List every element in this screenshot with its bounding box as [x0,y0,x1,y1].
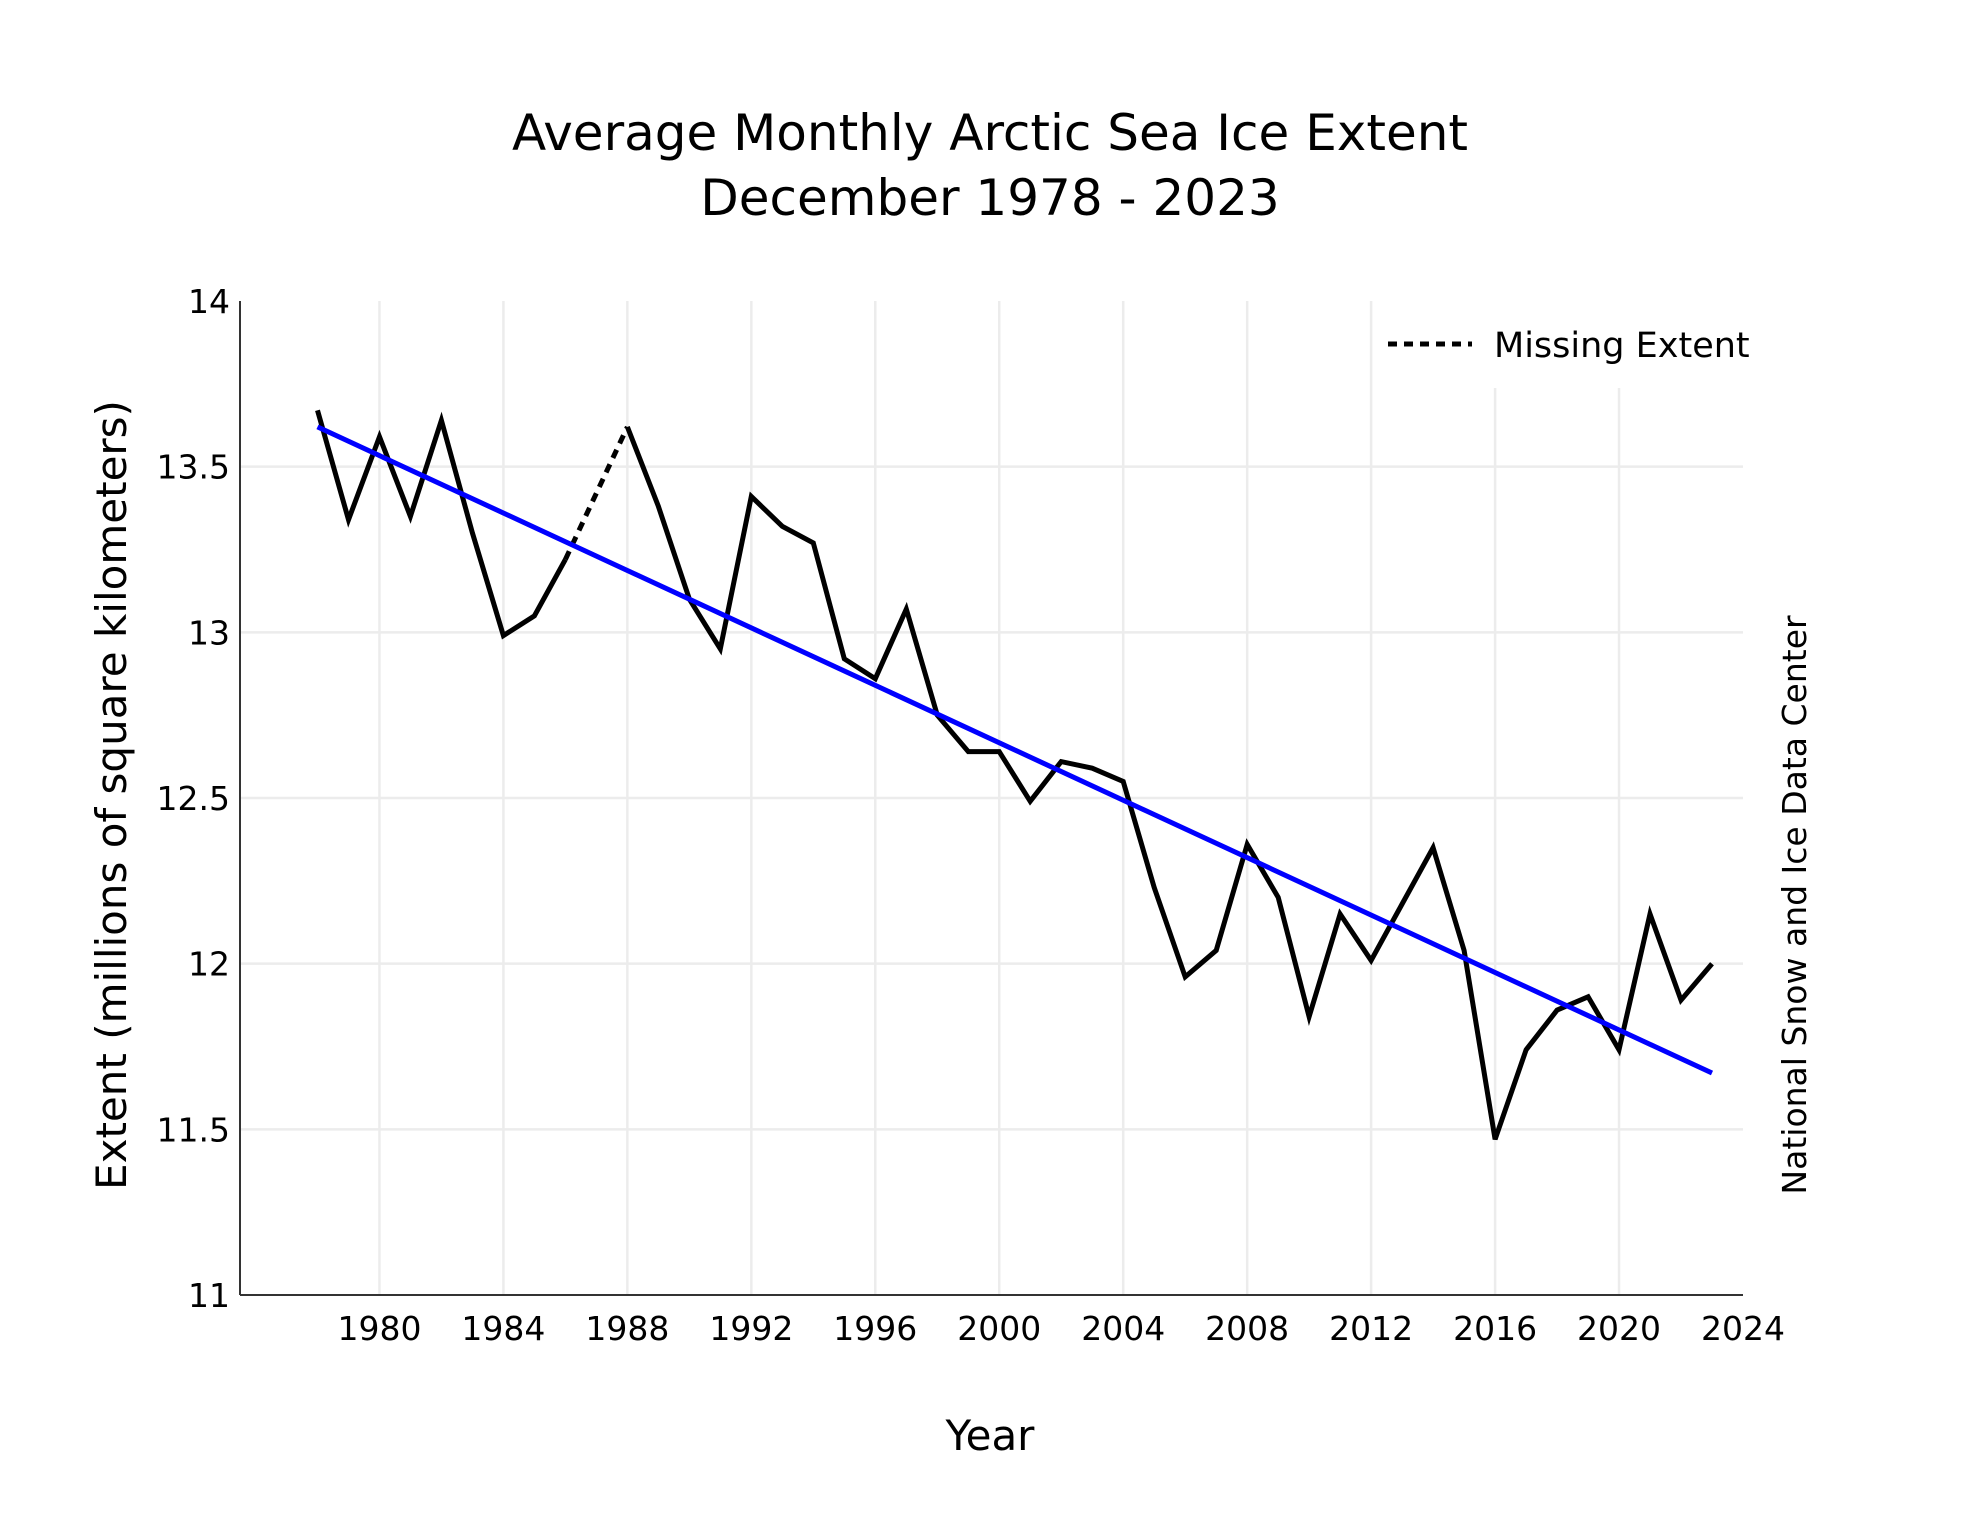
y-tick-label-13.5: 13.5 [157,448,230,487]
y-axis-ticks: 11 11.5 12 12.5 13 13.5 14 [157,282,230,1315]
axes [239,301,1743,1296]
x-tick-label-1980: 1980 [337,1309,421,1348]
x-tick-label-1996: 1996 [833,1309,917,1348]
x-axis-label: Year [945,1411,1036,1460]
legend: Missing Extent [1388,326,1750,366]
y-axis-label: Extent (millions of square kilometers) [87,400,136,1190]
y-tick-label-13: 13 [188,613,230,652]
chart-title: Average Monthly Arctic Sea Ice Extent [512,104,1468,162]
x-tick-label-1984: 1984 [461,1309,545,1348]
extent-line-segment-2 [625,425,1714,1141]
x-tick-label-2016: 2016 [1453,1309,1537,1348]
y-tick-label-11.5: 11.5 [157,1110,230,1149]
y-tick-label-12: 12 [188,945,230,984]
x-tick-label-1988: 1988 [585,1309,669,1348]
x-tick-label-2008: 2008 [1205,1309,1289,1348]
x-tick-label-2000: 2000 [957,1309,1041,1348]
x-tick-label-1992: 1992 [709,1309,793,1348]
credit-label: National Snow and Ice Data Center [1775,615,1814,1195]
grid-lines [240,301,1743,1295]
legend-label-missing-extent: Missing Extent [1494,326,1750,366]
x-tick-label-2004: 2004 [1081,1309,1165,1348]
x-tick-label-2012: 2012 [1329,1309,1413,1348]
extent-line-segment-0 [315,409,568,640]
data-series [315,409,1714,1141]
chart-subtitle: December 1978 - 2023 [700,169,1280,227]
x-tick-label-2020: 2020 [1577,1309,1661,1348]
y-tick-label-11: 11 [188,1276,230,1315]
trend-line [316,424,1714,1076]
y-tick-label-14: 14 [188,282,230,321]
y-tick-label-12.5: 12.5 [157,779,230,818]
x-axis-ticks: 1980 1984 1988 1992 1996 2000 2004 2008 2012 2016… [337,1309,1785,1348]
x-tick-label-2024: 2024 [1701,1309,1785,1348]
missing-extent-line [563,425,630,561]
